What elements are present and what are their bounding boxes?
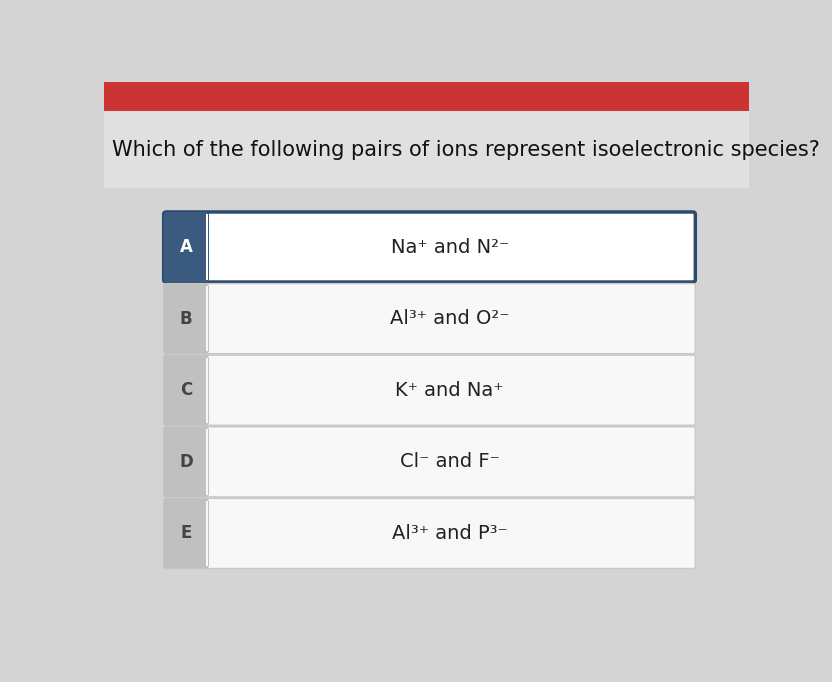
FancyBboxPatch shape — [164, 499, 209, 569]
Bar — [206, 501, 208, 566]
FancyBboxPatch shape — [164, 212, 696, 282]
Text: K⁺ and Na⁺: K⁺ and Na⁺ — [395, 381, 504, 400]
Bar — [201, 429, 210, 494]
FancyBboxPatch shape — [164, 499, 696, 569]
Text: Al³⁺ and P³⁻: Al³⁺ and P³⁻ — [392, 524, 508, 543]
Text: E: E — [181, 524, 192, 542]
Text: Al³⁺ and O²⁻: Al³⁺ and O²⁻ — [390, 309, 509, 328]
FancyBboxPatch shape — [164, 427, 696, 497]
Bar — [201, 501, 210, 566]
FancyBboxPatch shape — [164, 212, 209, 282]
Bar — [206, 286, 208, 351]
FancyBboxPatch shape — [164, 284, 696, 354]
Bar — [201, 357, 210, 423]
Bar — [206, 357, 208, 423]
Text: Which of the following pairs of ions represent isoelectronic species?: Which of the following pairs of ions rep… — [111, 140, 820, 160]
FancyBboxPatch shape — [164, 355, 209, 426]
Text: A: A — [180, 238, 192, 256]
Text: B: B — [180, 310, 192, 327]
Bar — [104, 111, 749, 188]
Bar — [201, 286, 210, 351]
FancyBboxPatch shape — [164, 284, 209, 354]
FancyBboxPatch shape — [164, 427, 209, 497]
Text: D: D — [179, 453, 193, 471]
Text: Cl⁻ and F⁻: Cl⁻ and F⁻ — [399, 452, 499, 471]
Text: Na⁺ and N²⁻: Na⁺ and N²⁻ — [390, 237, 509, 256]
Bar — [201, 214, 210, 280]
Bar — [104, 82, 749, 111]
Text: C: C — [180, 381, 192, 399]
Bar — [206, 214, 208, 280]
FancyBboxPatch shape — [164, 355, 696, 426]
Bar — [206, 429, 208, 494]
